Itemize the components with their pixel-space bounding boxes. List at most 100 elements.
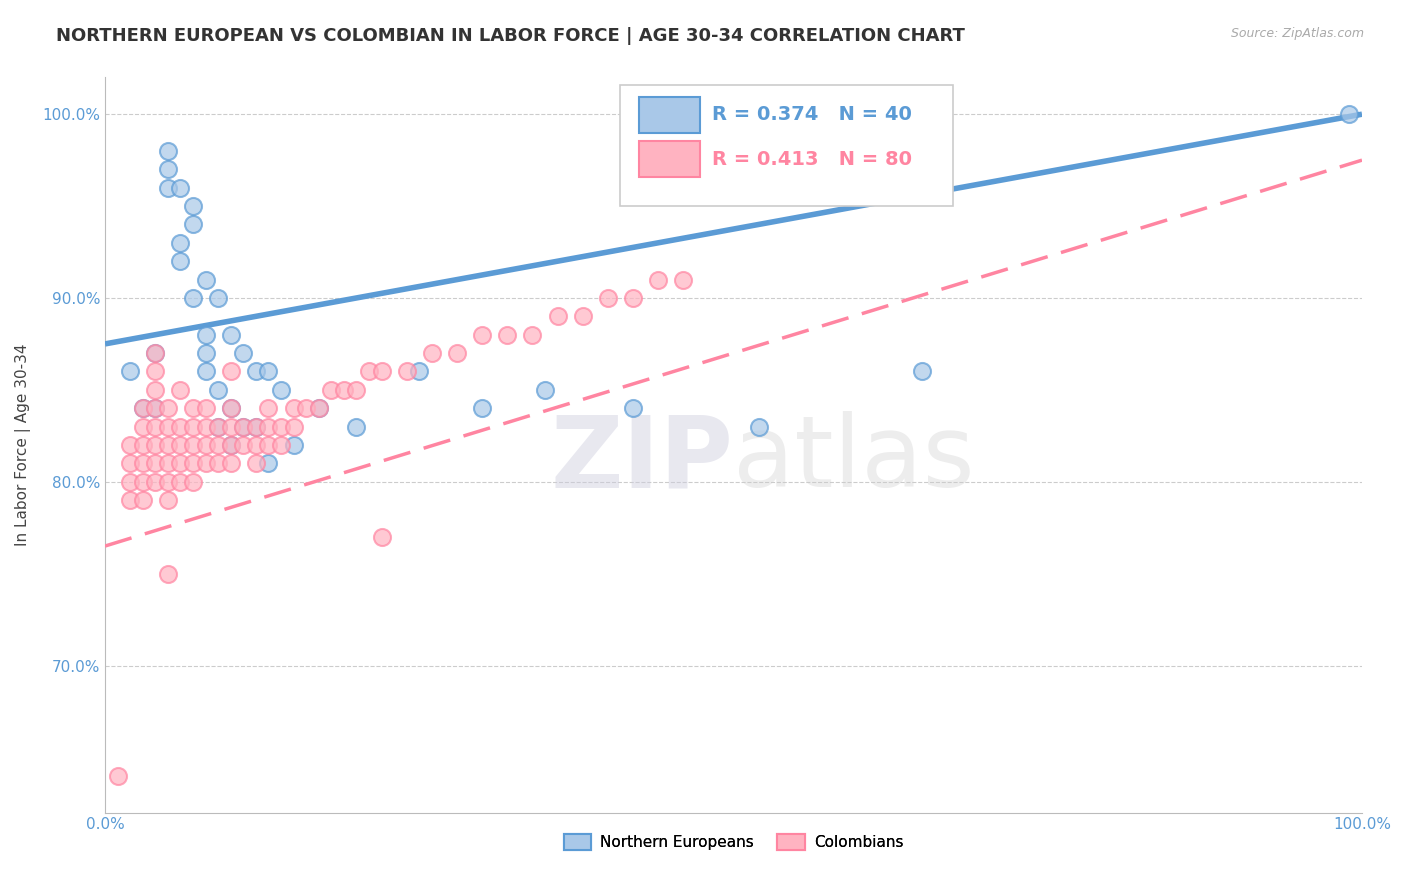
Point — [232, 419, 254, 434]
Point — [169, 254, 191, 268]
Point — [143, 383, 166, 397]
FancyBboxPatch shape — [640, 142, 700, 177]
Point — [232, 346, 254, 360]
Point — [245, 419, 267, 434]
Point — [194, 364, 217, 378]
Point — [283, 438, 305, 452]
Point — [333, 383, 356, 397]
Point — [131, 401, 153, 416]
Point — [207, 383, 229, 397]
Point — [143, 364, 166, 378]
Point — [169, 419, 191, 434]
Point — [181, 438, 204, 452]
Point — [181, 419, 204, 434]
Point — [143, 401, 166, 416]
Point — [181, 199, 204, 213]
Point — [120, 438, 142, 452]
Point — [169, 475, 191, 489]
Point — [156, 475, 179, 489]
Point — [270, 419, 292, 434]
Point — [194, 272, 217, 286]
Point — [245, 364, 267, 378]
Point — [194, 419, 217, 434]
Point — [131, 493, 153, 508]
Point — [156, 566, 179, 581]
Point — [156, 493, 179, 508]
Point — [107, 769, 129, 783]
Point — [395, 364, 418, 378]
Point — [194, 346, 217, 360]
Point — [219, 438, 242, 452]
Text: R = 0.413   N = 80: R = 0.413 N = 80 — [711, 150, 912, 169]
Point — [169, 180, 191, 194]
Point — [181, 218, 204, 232]
Point — [143, 401, 166, 416]
Point — [496, 327, 519, 342]
Text: Source: ZipAtlas.com: Source: ZipAtlas.com — [1230, 27, 1364, 40]
Point — [143, 475, 166, 489]
Legend: Northern Europeans, Colombians: Northern Europeans, Colombians — [558, 828, 910, 856]
Point — [446, 346, 468, 360]
Point — [257, 438, 280, 452]
Point — [321, 383, 343, 397]
Point — [143, 456, 166, 470]
Point — [408, 364, 430, 378]
Point — [120, 493, 142, 508]
Text: ZIP: ZIP — [551, 411, 734, 508]
Point — [219, 401, 242, 416]
Point — [207, 291, 229, 305]
Point — [219, 419, 242, 434]
Point — [156, 401, 179, 416]
Point — [344, 419, 367, 434]
Point — [143, 346, 166, 360]
Point — [571, 310, 593, 324]
Point — [120, 364, 142, 378]
Point — [156, 144, 179, 158]
Point — [308, 401, 330, 416]
Point — [257, 419, 280, 434]
Point — [131, 419, 153, 434]
Point — [748, 419, 770, 434]
Point — [308, 401, 330, 416]
Point — [169, 383, 191, 397]
Point — [621, 291, 644, 305]
Point — [207, 419, 229, 434]
Point — [120, 475, 142, 489]
Point — [207, 456, 229, 470]
Point — [131, 401, 153, 416]
Point — [283, 419, 305, 434]
Point — [471, 327, 494, 342]
Point — [143, 419, 166, 434]
Point — [257, 364, 280, 378]
Point — [245, 419, 267, 434]
Point — [131, 456, 153, 470]
Point — [534, 383, 557, 397]
Point — [169, 438, 191, 452]
Point — [232, 438, 254, 452]
Point — [370, 530, 392, 544]
Point — [156, 419, 179, 434]
Point — [194, 401, 217, 416]
Text: atlas: atlas — [734, 411, 976, 508]
Point — [1339, 107, 1361, 121]
Point — [522, 327, 544, 342]
Text: NORTHERN EUROPEAN VS COLOMBIAN IN LABOR FORCE | AGE 30-34 CORRELATION CHART: NORTHERN EUROPEAN VS COLOMBIAN IN LABOR … — [56, 27, 965, 45]
Point — [181, 475, 204, 489]
Point — [471, 401, 494, 416]
Point — [194, 438, 217, 452]
Point — [219, 456, 242, 470]
Point — [547, 310, 569, 324]
Point — [257, 456, 280, 470]
Point — [120, 456, 142, 470]
Point — [194, 456, 217, 470]
Point — [156, 456, 179, 470]
Point — [232, 419, 254, 434]
Point — [181, 291, 204, 305]
Point — [156, 180, 179, 194]
Point — [131, 475, 153, 489]
Point — [219, 364, 242, 378]
Point — [270, 383, 292, 397]
Point — [169, 456, 191, 470]
Point — [357, 364, 380, 378]
Point — [270, 438, 292, 452]
